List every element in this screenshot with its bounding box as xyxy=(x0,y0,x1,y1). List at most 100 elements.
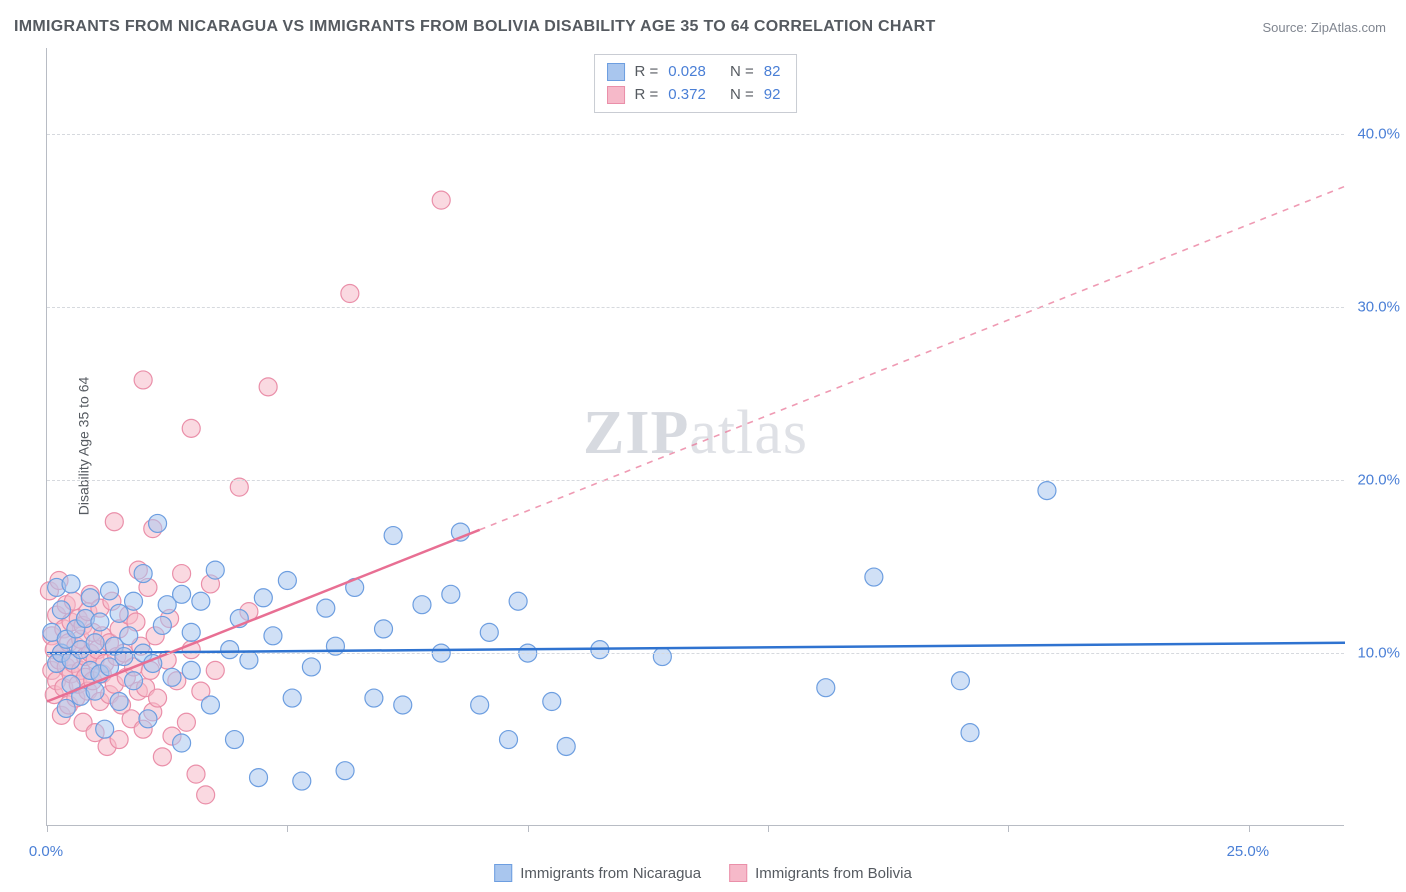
gridline-h xyxy=(47,653,1344,654)
scatter-point xyxy=(81,589,99,607)
r-value-1: 0.028 xyxy=(668,61,706,84)
scatter-point xyxy=(961,724,979,742)
gridline-h xyxy=(47,134,1344,135)
legend-label-bolivia: Immigrants from Bolivia xyxy=(755,865,912,882)
scatter-point xyxy=(225,731,243,749)
scatter-point xyxy=(197,786,215,804)
scatter-point xyxy=(278,571,296,589)
gridline-h xyxy=(47,480,1344,481)
scatter-point xyxy=(149,514,167,532)
scatter-point xyxy=(173,734,191,752)
trend-line-solid xyxy=(47,643,1345,653)
legend-item-nicaragua: Immigrants from Nicaragua xyxy=(494,864,701,882)
legend-label-nicaragua: Immigrants from Nicaragua xyxy=(520,865,701,882)
scatter-point xyxy=(817,679,835,697)
plot-area: ZIPatlas R = 0.028 N = 82 R = 0.372 N = … xyxy=(46,48,1344,826)
scatter-point xyxy=(336,762,354,780)
scatter-point xyxy=(62,575,80,593)
chart-svg xyxy=(47,48,1344,825)
scatter-point xyxy=(57,699,75,717)
scatter-point xyxy=(182,661,200,679)
x-tick-label: 25.0% xyxy=(1227,843,1270,860)
scatter-point xyxy=(120,627,138,645)
y-tick-label: 30.0% xyxy=(1357,299,1400,316)
scatter-point xyxy=(259,378,277,396)
bottom-legend: Immigrants from Nicaragua Immigrants fro… xyxy=(494,864,912,882)
scatter-point xyxy=(471,696,489,714)
scatter-point xyxy=(115,648,133,666)
scatter-point xyxy=(177,713,195,731)
scatter-point xyxy=(480,623,498,641)
gridline-h xyxy=(47,307,1344,308)
x-tick xyxy=(528,825,529,832)
scatter-point xyxy=(153,748,171,766)
r-label-2: R = xyxy=(635,84,659,107)
scatter-point xyxy=(865,568,883,586)
scatter-point xyxy=(206,661,224,679)
scatter-point xyxy=(134,565,152,583)
scatter-point xyxy=(96,720,114,738)
stats-row-bolivia: R = 0.372 N = 92 xyxy=(607,84,781,107)
scatter-point xyxy=(139,710,157,728)
n-label-1: N = xyxy=(730,61,754,84)
scatter-point xyxy=(182,419,200,437)
scatter-point xyxy=(394,696,412,714)
scatter-point xyxy=(173,585,191,603)
chart-title: IMMIGRANTS FROM NICARAGUA VS IMMIGRANTS … xyxy=(14,18,936,36)
scatter-point xyxy=(91,613,109,631)
legend-swatch-bolivia xyxy=(729,864,747,882)
stats-legend-box: R = 0.028 N = 82 R = 0.372 N = 92 xyxy=(594,54,798,113)
scatter-point xyxy=(293,772,311,790)
scatter-point xyxy=(653,648,671,666)
scatter-point xyxy=(500,731,518,749)
y-tick-label: 10.0% xyxy=(1357,645,1400,662)
legend-item-bolivia: Immigrants from Bolivia xyxy=(729,864,912,882)
x-tick xyxy=(1249,825,1250,832)
scatter-point xyxy=(432,191,450,209)
r-label-1: R = xyxy=(635,61,659,84)
scatter-point xyxy=(254,589,272,607)
scatter-point xyxy=(442,585,460,603)
n-value-1: 82 xyxy=(764,61,781,84)
scatter-point xyxy=(86,634,104,652)
scatter-point xyxy=(317,599,335,617)
n-value-2: 92 xyxy=(764,84,781,107)
scatter-point xyxy=(341,285,359,303)
legend-swatch-nicaragua xyxy=(494,864,512,882)
x-tick-label: 0.0% xyxy=(29,843,63,860)
y-tick-label: 40.0% xyxy=(1357,126,1400,143)
y-tick-label: 20.0% xyxy=(1357,472,1400,489)
scatter-point xyxy=(125,672,143,690)
scatter-point xyxy=(110,693,128,711)
scatter-point xyxy=(264,627,282,645)
scatter-point xyxy=(105,513,123,531)
x-tick xyxy=(47,825,48,832)
scatter-point xyxy=(182,623,200,641)
scatter-point xyxy=(134,371,152,389)
scatter-point xyxy=(283,689,301,707)
scatter-point xyxy=(543,693,561,711)
scatter-point xyxy=(365,689,383,707)
scatter-point xyxy=(250,769,268,787)
scatter-point xyxy=(557,737,575,755)
scatter-point xyxy=(206,561,224,579)
scatter-point xyxy=(1038,482,1056,500)
scatter-point xyxy=(52,601,70,619)
scatter-point xyxy=(951,672,969,690)
scatter-point xyxy=(125,592,143,610)
scatter-point xyxy=(384,527,402,545)
stats-row-nicaragua: R = 0.028 N = 82 xyxy=(607,61,781,84)
swatch-nicaragua xyxy=(607,63,625,81)
x-tick xyxy=(1008,825,1009,832)
trend-line-dashed xyxy=(480,186,1345,529)
swatch-bolivia xyxy=(607,86,625,104)
scatter-point xyxy=(110,604,128,622)
scatter-point xyxy=(302,658,320,676)
r-value-2: 0.372 xyxy=(668,84,706,107)
scatter-point xyxy=(413,596,431,614)
scatter-point xyxy=(192,592,210,610)
scatter-point xyxy=(163,668,181,686)
scatter-point xyxy=(187,765,205,783)
scatter-point xyxy=(375,620,393,638)
source-attribution: Source: ZipAtlas.com xyxy=(1262,20,1386,35)
